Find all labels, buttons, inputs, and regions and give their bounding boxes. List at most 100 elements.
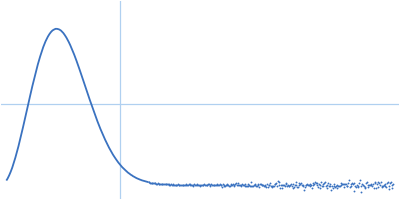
Point (257, 182, 263, 185)
Point (256, 185, 262, 188)
Point (369, 185, 376, 188)
Point (340, 182, 346, 185)
Point (201, 183, 208, 186)
Point (154, 182, 160, 185)
Point (379, 185, 386, 188)
Point (286, 184, 292, 187)
Point (347, 182, 354, 185)
Point (321, 181, 328, 185)
Point (182, 183, 189, 187)
Point (350, 182, 356, 186)
Point (381, 184, 387, 187)
Point (364, 181, 370, 184)
Point (166, 183, 173, 186)
Point (348, 184, 354, 187)
Point (278, 183, 285, 186)
Point (269, 184, 276, 187)
Point (245, 182, 252, 185)
Point (253, 184, 259, 187)
Point (355, 185, 362, 188)
Point (317, 186, 324, 189)
Point (308, 184, 314, 187)
Point (160, 183, 166, 186)
Point (333, 184, 339, 187)
Point (322, 181, 328, 184)
Point (204, 183, 210, 186)
Point (371, 181, 378, 184)
Point (200, 183, 206, 186)
Point (180, 183, 186, 186)
Point (316, 183, 322, 186)
Point (362, 186, 368, 189)
Point (346, 179, 352, 182)
Point (239, 182, 245, 186)
Point (357, 179, 363, 182)
Point (211, 184, 218, 187)
Point (367, 184, 373, 187)
Point (181, 183, 187, 186)
Point (195, 184, 201, 187)
Point (247, 184, 253, 187)
Point (224, 183, 230, 186)
Point (216, 183, 222, 186)
Point (274, 184, 280, 187)
Point (263, 185, 269, 188)
Point (182, 183, 188, 186)
Point (230, 184, 237, 187)
Point (305, 184, 311, 187)
Point (158, 183, 165, 186)
Point (285, 183, 291, 186)
Point (188, 183, 194, 187)
Point (371, 186, 377, 189)
Point (383, 185, 390, 188)
Point (288, 183, 294, 186)
Point (194, 183, 200, 186)
Point (148, 181, 155, 184)
Point (303, 184, 310, 187)
Point (320, 184, 327, 187)
Point (281, 184, 287, 187)
Point (229, 183, 235, 187)
Point (335, 185, 342, 188)
Point (272, 182, 279, 186)
Point (390, 183, 396, 186)
Point (289, 187, 296, 190)
Point (330, 183, 337, 186)
Point (282, 182, 289, 186)
Point (279, 186, 286, 190)
Point (306, 183, 312, 186)
Point (320, 182, 326, 185)
Point (349, 182, 355, 185)
Point (168, 183, 174, 186)
Point (190, 184, 197, 187)
Point (368, 183, 375, 186)
Point (342, 183, 348, 186)
Point (299, 183, 305, 187)
Point (286, 184, 293, 188)
Point (277, 186, 283, 190)
Point (350, 181, 357, 184)
Point (345, 182, 352, 185)
Point (244, 184, 250, 187)
Point (326, 184, 332, 187)
Point (147, 181, 153, 184)
Point (366, 183, 372, 186)
Point (148, 181, 154, 184)
Point (337, 181, 344, 185)
Point (304, 183, 310, 186)
Point (300, 185, 306, 188)
Point (206, 183, 212, 186)
Point (368, 182, 374, 185)
Point (248, 180, 255, 184)
Point (196, 183, 202, 187)
Point (214, 182, 220, 186)
Point (220, 183, 226, 186)
Point (382, 184, 388, 187)
Point (151, 182, 157, 185)
Point (332, 186, 338, 189)
Point (251, 183, 258, 186)
Point (190, 183, 196, 187)
Point (358, 184, 365, 187)
Point (251, 183, 257, 186)
Point (200, 183, 207, 186)
